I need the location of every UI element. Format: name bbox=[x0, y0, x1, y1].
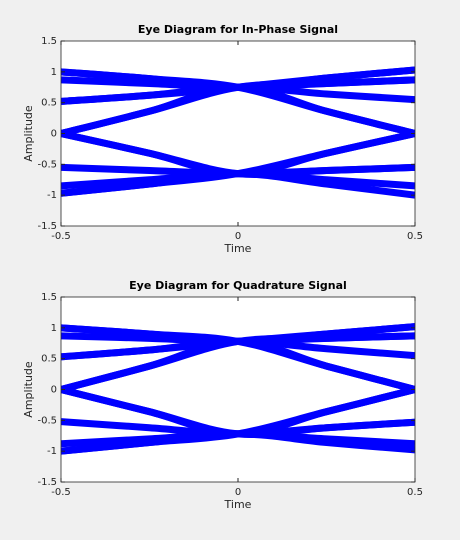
plot-area bbox=[61, 323, 415, 455]
y-tick-label: 1.5 bbox=[41, 36, 57, 47]
y-tick-label: -0.5 bbox=[37, 159, 57, 170]
y-axis-label: Amplitude bbox=[22, 361, 35, 418]
eye-trace bbox=[61, 130, 415, 178]
chart-title: Eye Diagram for Quadrature Signal bbox=[129, 279, 347, 292]
eye-trace bbox=[61, 66, 415, 105]
eye-trace bbox=[61, 323, 415, 361]
y-tick-label: -1.5 bbox=[37, 221, 57, 232]
x-tick-label: 0.5 bbox=[407, 231, 423, 242]
chart-title: Eye Diagram for In-Phase Signal bbox=[138, 23, 338, 36]
x-tick-label: -0.5 bbox=[51, 487, 71, 498]
y-tick-label: -0.5 bbox=[37, 415, 57, 426]
y-tick-label: 1 bbox=[51, 67, 57, 78]
x-tick-label: 0 bbox=[235, 487, 241, 498]
y-tick-label: -1.5 bbox=[37, 477, 57, 488]
y-tick-label: -1 bbox=[47, 446, 57, 457]
plot-area bbox=[61, 66, 415, 199]
y-tick-label: 0 bbox=[51, 129, 57, 140]
x-tick-label: 0 bbox=[235, 231, 241, 242]
axes-background bbox=[61, 297, 415, 482]
y-axis-label: Amplitude bbox=[22, 105, 35, 162]
y-tick-label: -1 bbox=[47, 190, 57, 201]
y-tick-label: 1 bbox=[51, 323, 57, 334]
y-tick-label: 1.5 bbox=[41, 292, 57, 303]
x-tick-label: 0.5 bbox=[407, 487, 423, 498]
x-axis-label: Time bbox=[224, 242, 252, 255]
y-tick-label: 0 bbox=[51, 385, 57, 396]
y-tick-label: 0.5 bbox=[41, 354, 57, 365]
x-tick-label: -0.5 bbox=[51, 231, 71, 242]
axes-background bbox=[61, 41, 415, 226]
y-tick-label: 0.5 bbox=[41, 98, 57, 109]
eye-trace bbox=[61, 386, 415, 438]
x-axis-label: Time bbox=[224, 498, 252, 511]
